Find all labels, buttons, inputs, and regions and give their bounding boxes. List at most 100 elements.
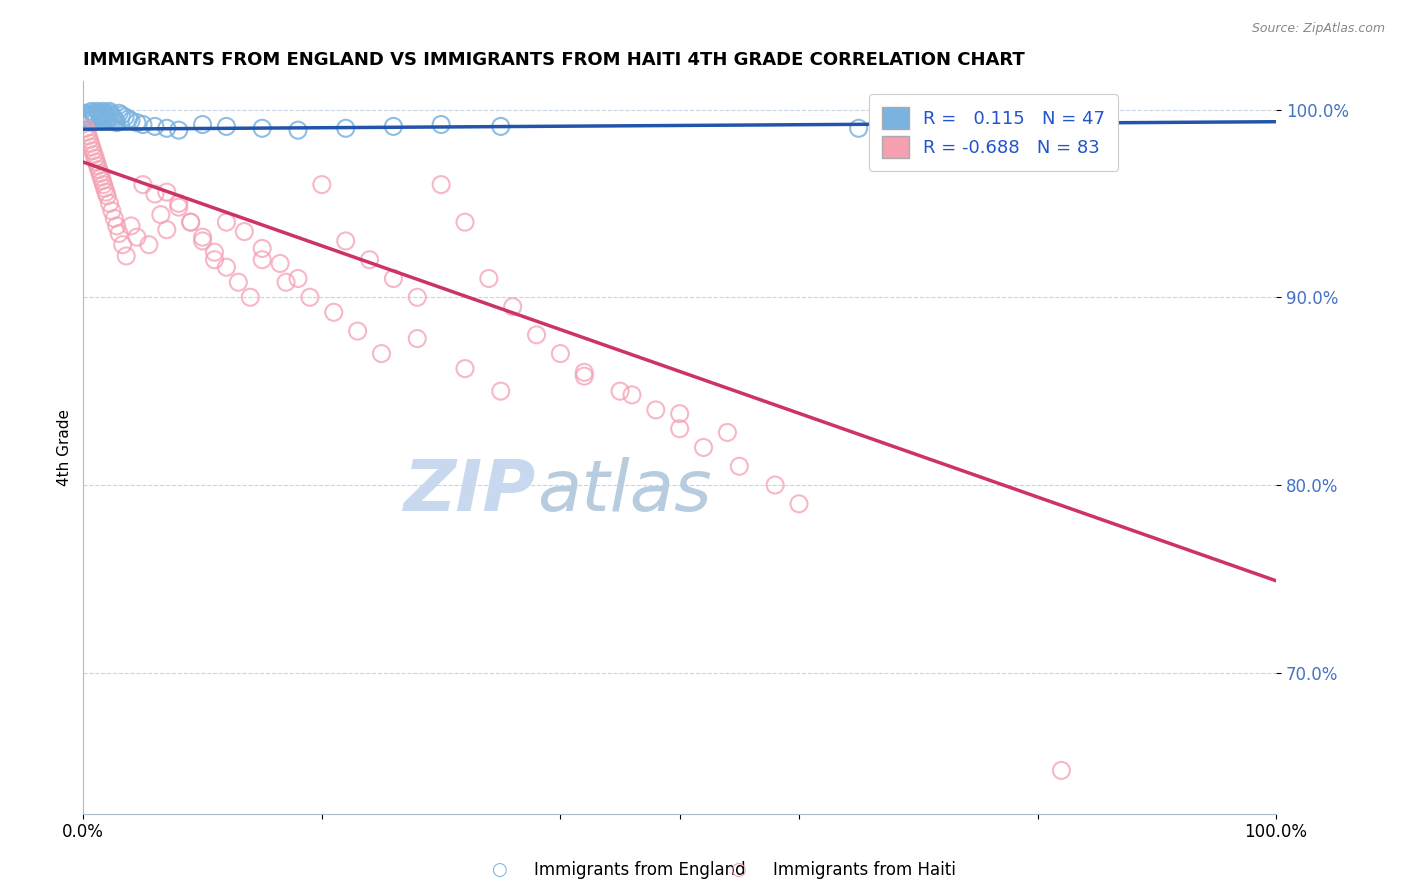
Point [644, 403, 666, 417]
Point [89, 166, 111, 180]
Point [204, 245, 226, 260]
Point [550, 346, 572, 360]
Point [668, 407, 690, 421]
Point [1050, 118, 1073, 132]
Point [91, 174, 114, 188]
Point [406, 332, 429, 346]
Point [90, 110, 112, 124]
Legend: R =   0.115   N = 47, R = -0.688   N = 83: R = 0.115 N = 47, R = -0.688 N = 83 [869, 94, 1118, 170]
Text: Immigrants from Haiti: Immigrants from Haiti [773, 861, 956, 879]
Point [370, 346, 392, 360]
Point [143, 120, 166, 134]
Point [83, 108, 105, 122]
Point [191, 234, 214, 248]
Point [156, 185, 179, 199]
Point [322, 305, 344, 319]
Point [86, 155, 108, 169]
Point [478, 271, 501, 285]
Point [1050, 764, 1073, 778]
Point [191, 230, 214, 244]
Point [191, 118, 214, 132]
Point [114, 110, 136, 124]
Point [82, 106, 104, 120]
Point [287, 123, 309, 137]
Text: atlas: atlas [537, 457, 711, 526]
Text: ○: ○ [730, 861, 747, 879]
Point [274, 275, 297, 289]
Point [76, 125, 98, 139]
Point [94, 181, 117, 195]
Text: IMMIGRANTS FROM ENGLAND VS IMMIGRANTS FROM HAITI 4TH GRADE CORRELATION CHART: IMMIGRANTS FROM ENGLAND VS IMMIGRANTS FR… [83, 51, 1025, 69]
Point [215, 215, 238, 229]
Point [526, 327, 548, 342]
Point [91, 112, 114, 126]
Point [132, 118, 155, 132]
Point [620, 388, 643, 402]
Point [77, 132, 100, 146]
Point [100, 106, 122, 120]
Point [125, 230, 148, 244]
Point [96, 110, 118, 124]
Point [489, 120, 512, 134]
Point [82, 144, 104, 158]
Point [269, 256, 291, 270]
Point [108, 106, 131, 120]
Point [77, 110, 100, 124]
Point [250, 121, 273, 136]
Point [80, 140, 103, 154]
Point [609, 384, 631, 399]
Point [89, 108, 111, 122]
Point [94, 106, 117, 120]
Point [692, 441, 714, 455]
Point [215, 260, 238, 275]
Point [104, 113, 127, 128]
Point [311, 178, 333, 192]
Point [668, 422, 690, 436]
Point [215, 120, 238, 134]
Point [848, 121, 870, 136]
Point [228, 275, 250, 289]
Point [763, 478, 786, 492]
Point [180, 215, 202, 229]
Point [98, 196, 121, 211]
Point [125, 116, 148, 130]
Point [167, 196, 190, 211]
Point [79, 113, 101, 128]
Point [115, 249, 138, 263]
Point [84, 110, 107, 124]
Point [138, 237, 160, 252]
Point [87, 162, 110, 177]
Point [574, 369, 596, 384]
Point [103, 112, 125, 126]
Point [97, 112, 120, 126]
Point [335, 121, 357, 136]
Point [287, 271, 309, 285]
Point [716, 425, 738, 440]
Point [76, 108, 98, 122]
Point [167, 123, 190, 137]
Point [728, 459, 751, 474]
Point [120, 219, 142, 233]
Point [110, 108, 132, 122]
Point [103, 211, 125, 226]
Point [149, 208, 172, 222]
Point [77, 128, 100, 143]
Point [346, 324, 368, 338]
Point [87, 106, 110, 120]
Text: Immigrants from England: Immigrants from England [534, 861, 747, 879]
Point [101, 110, 124, 124]
Point [108, 227, 131, 241]
Point [120, 113, 142, 128]
Point [204, 252, 226, 267]
Point [101, 203, 124, 218]
Point [75, 106, 97, 120]
Point [250, 242, 273, 256]
Point [335, 234, 357, 248]
Text: ○: ○ [491, 861, 508, 879]
Point [250, 252, 273, 267]
Point [96, 189, 118, 203]
Point [239, 290, 262, 304]
Point [233, 225, 256, 239]
Point [156, 222, 179, 236]
Point [502, 300, 524, 314]
